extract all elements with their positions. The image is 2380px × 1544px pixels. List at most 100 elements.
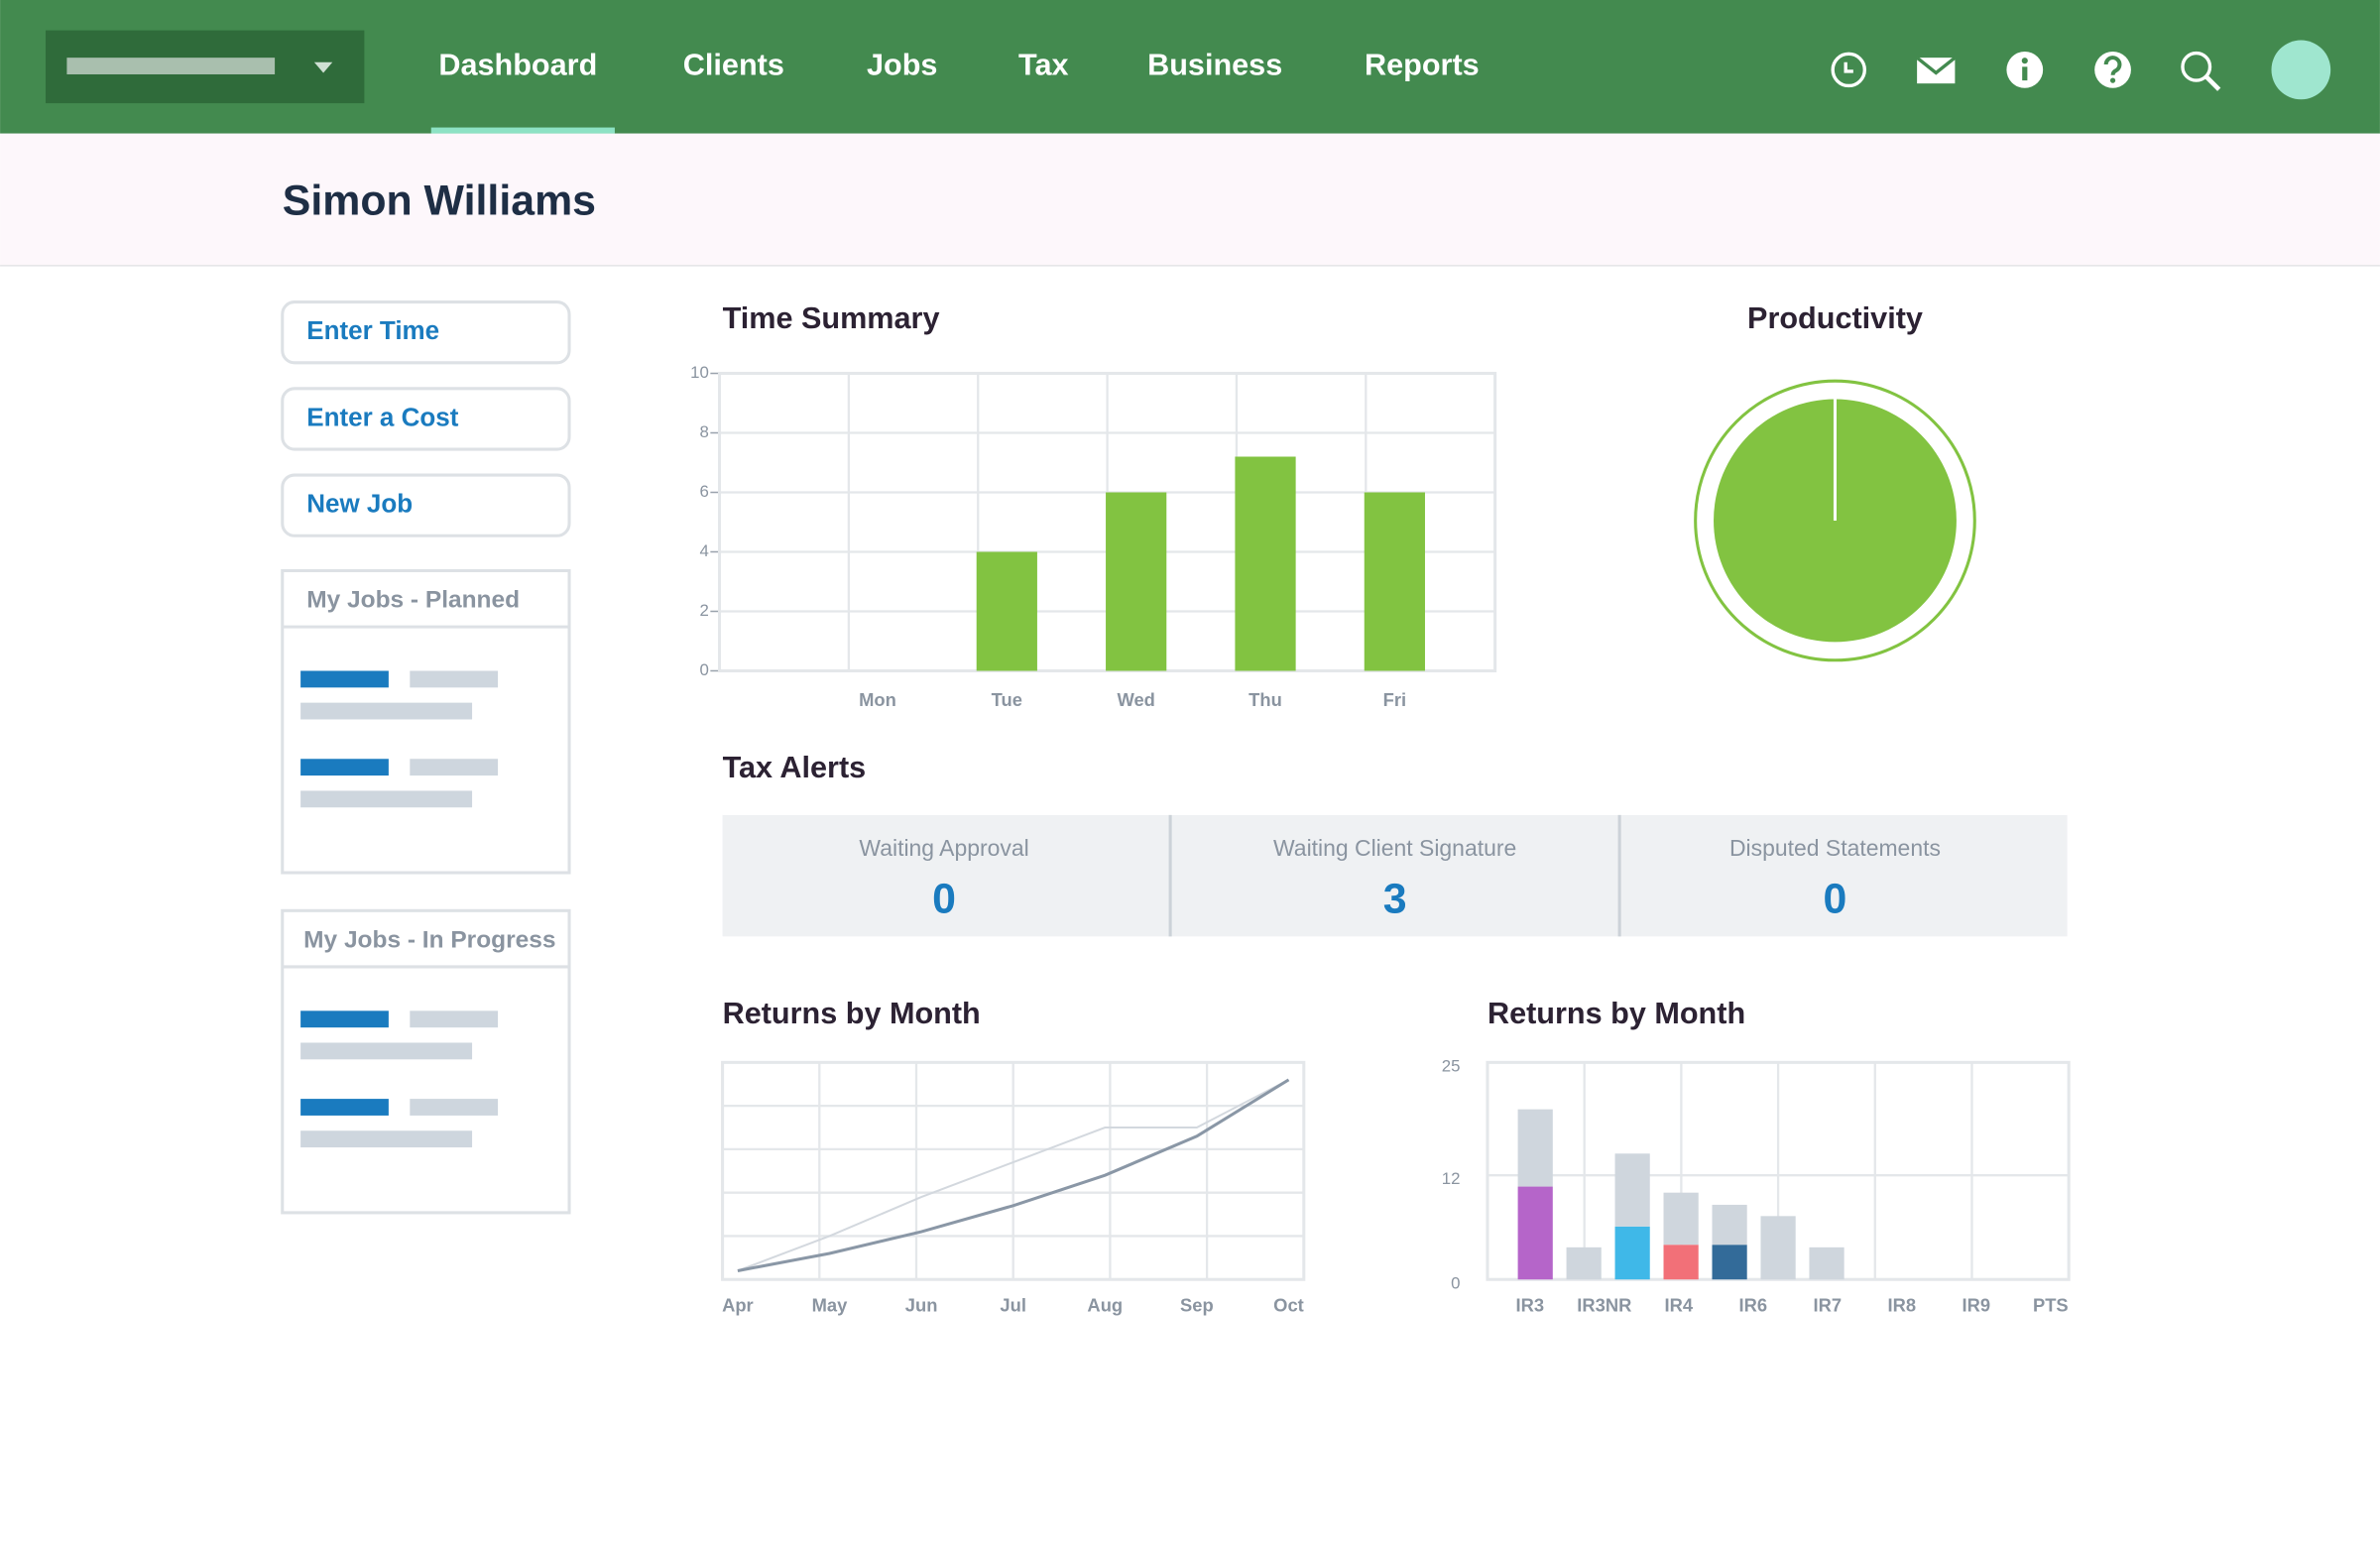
org-name-placeholder: [66, 58, 276, 74]
alert-count[interactable]: 0: [932, 875, 956, 922]
bar: [976, 551, 1037, 671]
bar: [1235, 456, 1296, 671]
line-series: [737, 1078, 1289, 1272]
page-header: [0, 133, 2380, 266]
panel-title: My Jobs - In Progress: [303, 926, 555, 953]
x-tick-label: IR8: [1888, 1295, 1917, 1316]
x-tick-label: IR4: [1665, 1295, 1694, 1316]
x-tick-label: Jun: [905, 1295, 938, 1316]
tax-alerts-box: [722, 814, 2068, 937]
job-placeholder: [410, 670, 499, 688]
mail-icon[interactable]: [1916, 56, 1957, 84]
bar-segment: [1663, 1245, 1699, 1280]
chart-title: Returns by Month: [1488, 997, 1745, 1030]
x-tick-label: Wed: [1117, 689, 1154, 710]
x-tick-label: Fri: [1383, 689, 1406, 710]
x-tick-label: Oct: [1273, 1295, 1304, 1316]
x-tick-label: Jul: [1000, 1295, 1026, 1316]
bar-segment: [1712, 1245, 1747, 1280]
action-label[interactable]: Enter Time: [306, 315, 439, 345]
x-tick-label: Aug: [1087, 1295, 1123, 1316]
job-placeholder: [300, 1099, 389, 1116]
bar-segment: [1809, 1247, 1844, 1280]
help-icon[interactable]: [2094, 52, 2131, 88]
nav-link[interactable]: Reports: [1365, 48, 1480, 81]
action-button[interactable]: [281, 473, 571, 537]
bar-segment: [1517, 1186, 1553, 1280]
job-placeholder: [300, 1010, 389, 1028]
y-tick-label: 12: [1442, 1169, 1461, 1188]
x-tick-label: Apr: [722, 1295, 754, 1316]
action-button[interactable]: [281, 300, 571, 365]
line-series: [737, 1078, 1290, 1272]
panel-title: My Jobs - Planned: [306, 587, 520, 614]
y-tick-label: 25: [1442, 1056, 1461, 1075]
page-title: Simon Williams: [283, 177, 596, 224]
nav-link[interactable]: Jobs: [867, 48, 937, 81]
job-placeholder: [410, 759, 499, 776]
job-placeholder: [300, 702, 473, 720]
bar: [1106, 492, 1167, 671]
action-label[interactable]: New Job: [306, 489, 413, 519]
x-tick-label: May: [812, 1295, 849, 1316]
x-tick-label: Tue: [992, 689, 1022, 710]
user-avatar[interactable]: [2271, 40, 2331, 100]
active-tab-indicator: [430, 127, 615, 134]
y-tick-label: 8: [699, 422, 708, 441]
chart-title: Productivity: [1747, 301, 1923, 335]
bar: [1364, 492, 1425, 671]
job-placeholder: [300, 790, 473, 808]
dropdown-arrow: [313, 61, 333, 73]
nav-link[interactable]: Clients: [683, 48, 784, 81]
job-placeholder: [300, 670, 389, 688]
job-placeholder: [410, 1010, 499, 1028]
bar-segment: [1566, 1247, 1602, 1280]
y-tick-label: 2: [699, 601, 708, 620]
pie-ring: [1694, 379, 1976, 662]
nav-link[interactable]: Business: [1147, 48, 1282, 81]
info-icon[interactable]: [2006, 52, 2044, 88]
nav-bar: [0, 0, 2380, 134]
section-title: Tax Alerts: [723, 751, 867, 784]
y-tick-label: 4: [699, 541, 708, 560]
x-tick-label: Sep: [1180, 1295, 1214, 1316]
x-tick-label: IR3NR: [1577, 1295, 1631, 1316]
job-placeholder: [300, 1130, 473, 1148]
job-placeholder: [300, 759, 389, 776]
y-tick-label: 10: [690, 363, 709, 382]
x-tick-label: IR7: [1814, 1295, 1843, 1316]
bar-segment: [1712, 1204, 1747, 1246]
bar-segment: [1614, 1226, 1650, 1280]
alert-count[interactable]: 3: [1383, 875, 1407, 922]
jobs-panel: [281, 908, 571, 1215]
job-placeholder: [300, 1042, 473, 1060]
x-tick-label: IR3: [1516, 1295, 1545, 1316]
nav-link[interactable]: Dashboard: [438, 48, 597, 81]
y-tick-label: 0: [1451, 1273, 1460, 1292]
x-tick-label: Mon: [859, 689, 896, 710]
nav-link[interactable]: Tax: [1018, 48, 1068, 81]
x-tick-label: IR6: [1739, 1295, 1768, 1316]
action-button[interactable]: [281, 387, 571, 451]
alert-label: Disputed Statements: [1729, 835, 1941, 861]
x-tick-label: Thu: [1249, 689, 1282, 710]
bar-segment: [1614, 1153, 1650, 1227]
bar-segment: [1663, 1192, 1699, 1246]
x-tick-label: IR9: [1963, 1295, 1991, 1316]
alert-label: Waiting Approval: [859, 835, 1028, 861]
x-tick-label: PTS: [2033, 1295, 2069, 1316]
jobs-panel: [281, 568, 571, 875]
bar-segment: [1517, 1109, 1553, 1187]
chart-title: Returns by Month: [723, 997, 981, 1030]
chart-title: Time Summary: [723, 301, 940, 335]
alert-count[interactable]: 0: [1824, 875, 1847, 922]
y-tick-label: 6: [699, 482, 708, 501]
search-icon[interactable]: [2181, 51, 2221, 91]
timer-icon[interactable]: [1831, 52, 1867, 88]
job-placeholder: [410, 1099, 499, 1116]
y-tick-label: 0: [699, 660, 708, 679]
bar-segment: [1760, 1216, 1796, 1280]
alert-label: Waiting Client Signature: [1273, 835, 1516, 861]
action-label[interactable]: Enter a Cost: [306, 402, 458, 431]
